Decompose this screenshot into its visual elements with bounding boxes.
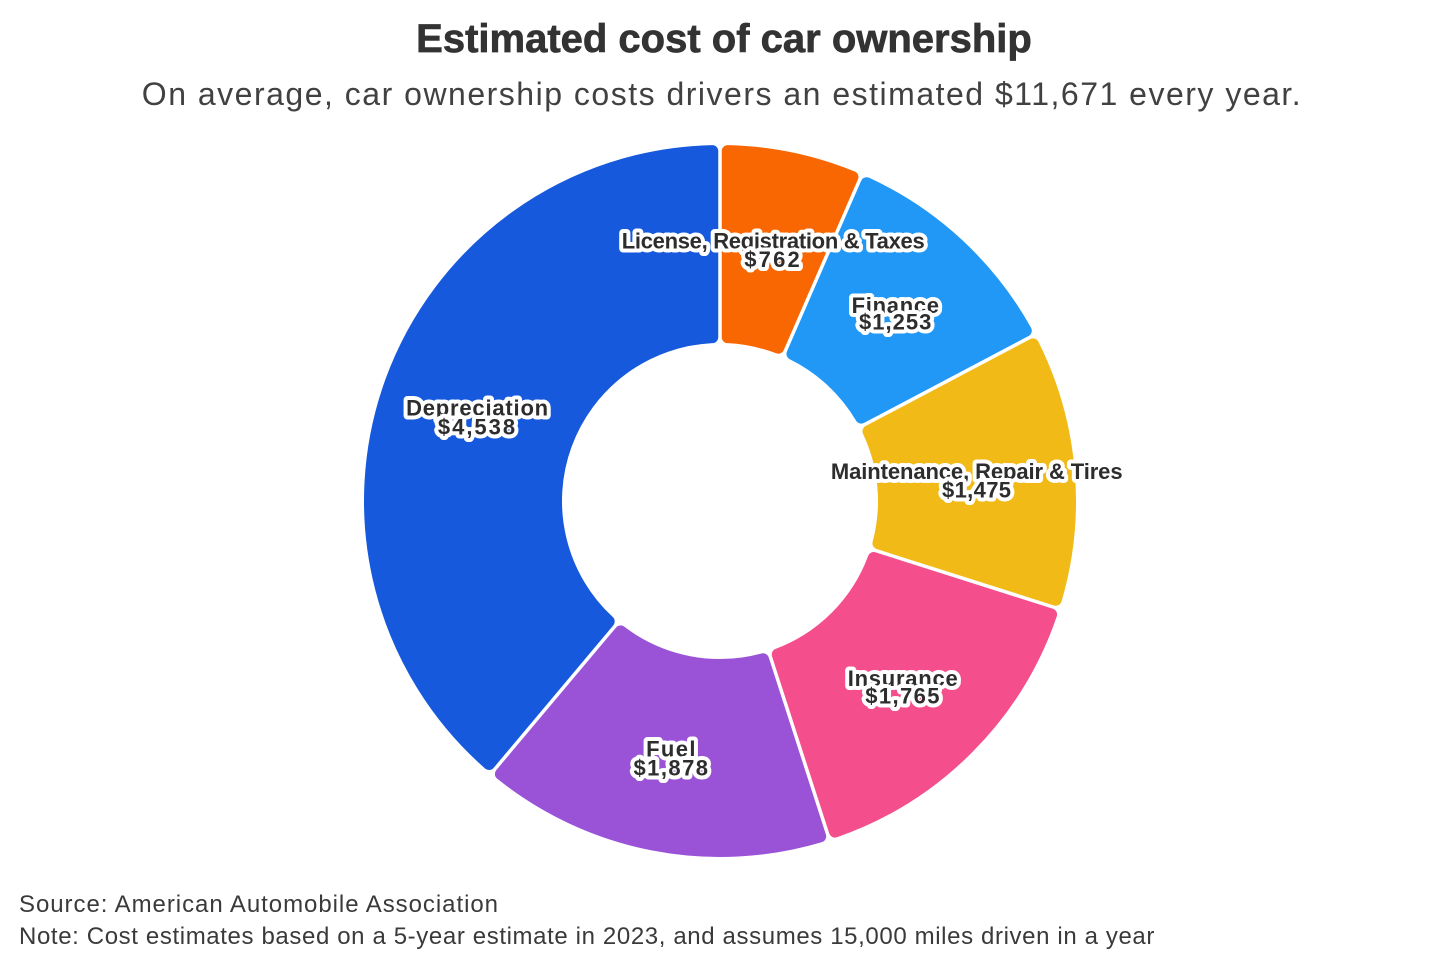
svg-text:$1,765: $1,765 — [865, 683, 941, 708]
svg-text:$762: $762 — [744, 247, 802, 272]
svg-text:Insurance: Insurance — [848, 666, 959, 691]
svg-text:Depreciation: Depreciation — [406, 396, 549, 421]
svg-text:Fuel: Fuel — [646, 736, 697, 761]
svg-text:$1,878: $1,878 — [634, 756, 710, 781]
svg-text:Finance: Finance — [852, 293, 940, 318]
svg-text:$4,538: $4,538 — [438, 414, 517, 439]
svg-text:$1,253: $1,253 — [859, 310, 932, 335]
svg-text:Maintenance, Repair & Tires: Maintenance, Repair & Tires — [831, 459, 1123, 484]
svg-text:$1,475: $1,475 — [942, 478, 1011, 503]
svg-text:License, Registration & Taxes: License, Registration & Taxes — [622, 228, 925, 253]
